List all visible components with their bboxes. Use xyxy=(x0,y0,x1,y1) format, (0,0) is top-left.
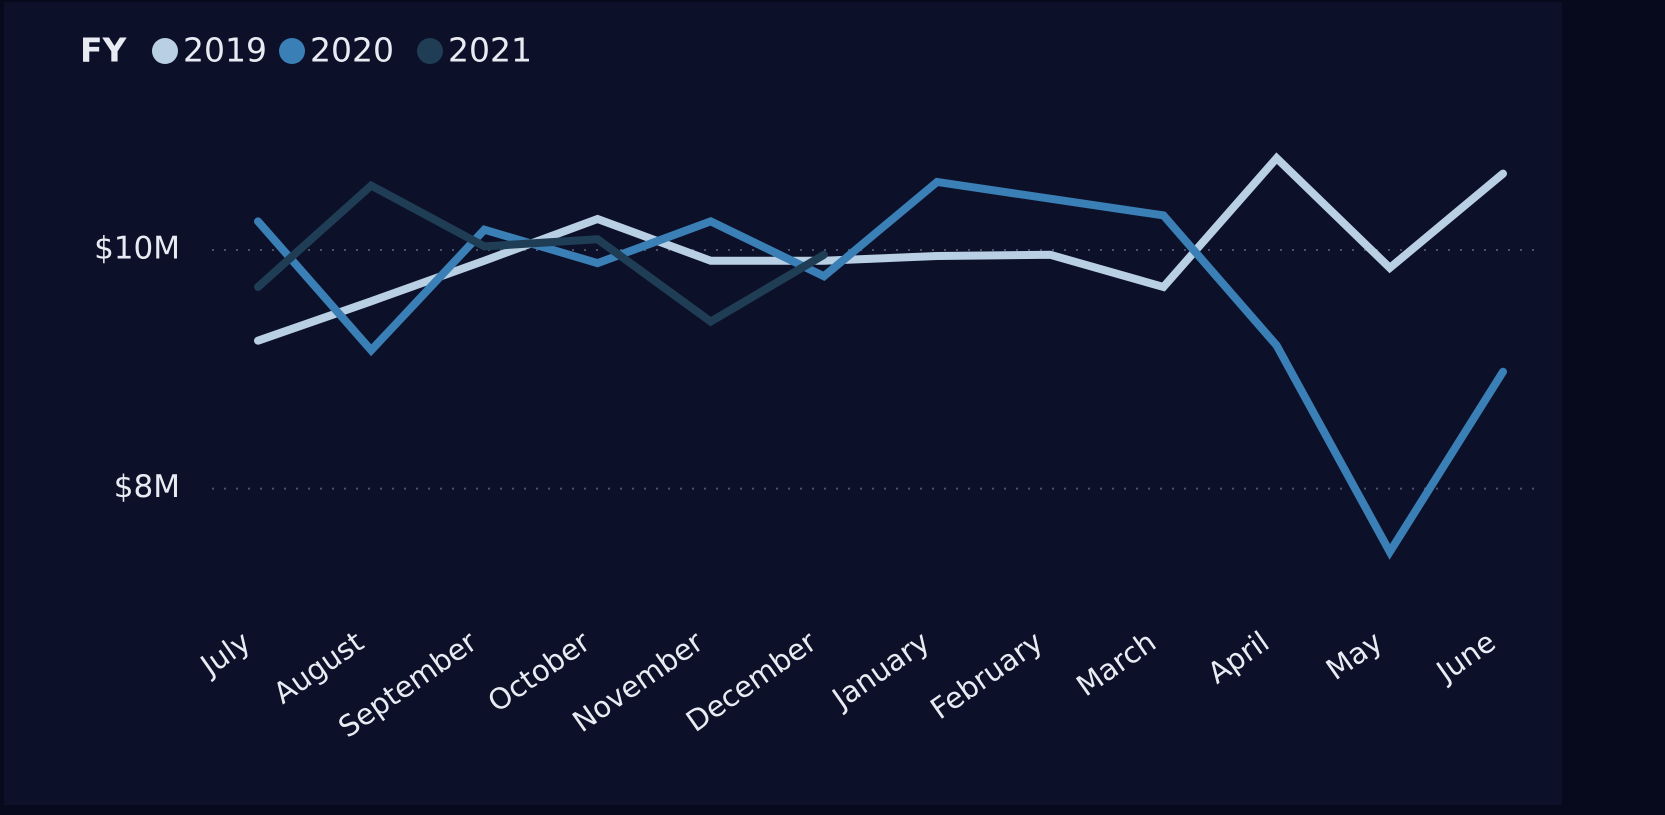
legend-marker xyxy=(417,38,443,64)
series-line xyxy=(254,152,1507,345)
y-tick-label: $10M xyxy=(94,231,180,267)
legend-marker xyxy=(152,38,178,64)
legend-title: FY xyxy=(80,31,128,70)
legend-label: 2021 xyxy=(448,31,532,70)
series-line xyxy=(254,180,828,327)
series-line xyxy=(254,177,1507,560)
legend-label: 2020 xyxy=(310,31,394,70)
y-tick-label: $8M xyxy=(114,469,180,505)
legend-marker xyxy=(279,38,305,64)
legend-label: 2019 xyxy=(183,31,267,70)
chart-background xyxy=(4,2,1562,805)
